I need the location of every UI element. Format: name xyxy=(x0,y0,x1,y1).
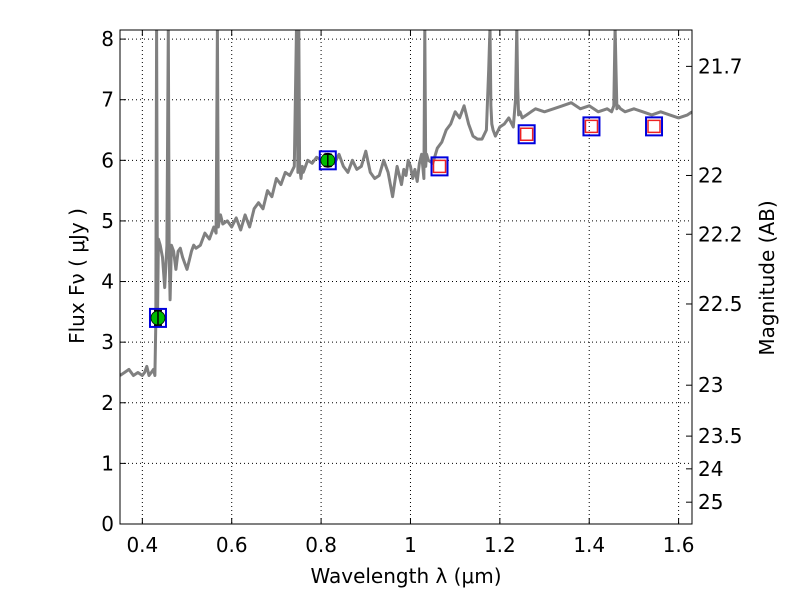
model-point-red xyxy=(584,119,599,134)
tick-layer: 0.4 0.6 0.8 1 1.2 1.4 1.601234567821.72222.222… xyxy=(101,27,742,557)
model-point-red xyxy=(647,119,661,134)
x-tick-label: 1.6 xyxy=(663,533,695,557)
model-point-red xyxy=(519,127,534,142)
y-axis-right-title: Magnitude (AB) xyxy=(755,200,779,355)
x-tick-label: 1.2 xyxy=(484,533,516,557)
x-tick-label: 1 xyxy=(404,533,417,557)
y-tick-label: 3 xyxy=(101,330,114,354)
y-tick-label: 0 xyxy=(101,512,114,536)
sed-line xyxy=(120,30,692,377)
x-tick-label: 0.4 xyxy=(126,533,158,557)
mag-tick-label: 21.7 xyxy=(698,54,743,78)
mag-tick-label: 22 xyxy=(698,163,723,187)
model-point-blue xyxy=(148,307,167,328)
marker-layer xyxy=(148,116,664,328)
y-tick-label: 8 xyxy=(101,27,114,51)
mag-tick-label: 22.2 xyxy=(698,222,743,246)
model-point-blue xyxy=(582,116,601,137)
model-point-red xyxy=(432,159,447,174)
y-tick-label: 5 xyxy=(101,209,114,233)
mag-tick-label: 25 xyxy=(698,490,723,514)
y-tick-label: 6 xyxy=(101,148,114,172)
x-axis-title: Wavelength λ (μm) xyxy=(310,564,501,588)
model-point-blue xyxy=(517,124,536,145)
series-layer xyxy=(120,30,692,377)
mag-tick-label: 23 xyxy=(698,373,723,397)
plot-frame xyxy=(119,29,693,525)
model-point-blue xyxy=(430,156,449,177)
model-point-blue xyxy=(645,116,664,137)
mag-tick-label: 22.5 xyxy=(698,292,743,316)
grid xyxy=(120,30,692,525)
x-tick-label: 0.6 xyxy=(216,533,248,557)
y-axis-title: Flux Fν ( μJy ) xyxy=(65,208,89,344)
mag-tick-label: 24 xyxy=(698,457,723,481)
x-tick-label: 0.8 xyxy=(305,533,337,557)
y-tick-label: 2 xyxy=(101,391,114,415)
model-point-blue xyxy=(318,150,337,171)
x-tick-label: 1.4 xyxy=(573,533,605,557)
y-tick-label: 4 xyxy=(101,270,114,294)
y-tick-label: 1 xyxy=(101,451,114,475)
mag-tick-label: 23.5 xyxy=(698,424,743,448)
y-tick-label: 7 xyxy=(101,88,114,112)
